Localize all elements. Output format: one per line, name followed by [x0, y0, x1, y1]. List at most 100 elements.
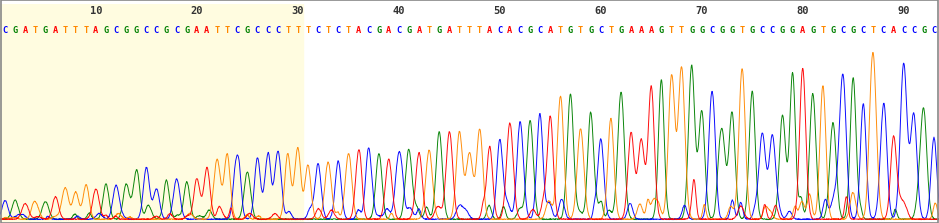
Text: G: G: [618, 26, 623, 35]
Text: G: G: [851, 26, 855, 35]
Text: G: G: [749, 26, 755, 35]
Text: C: C: [760, 26, 765, 35]
Text: T: T: [477, 26, 483, 35]
Text: T: T: [84, 26, 88, 35]
Text: A: A: [205, 26, 209, 35]
Text: G: G: [719, 26, 725, 35]
Text: T: T: [467, 26, 472, 35]
Text: A: A: [194, 26, 199, 35]
Text: T: T: [224, 26, 230, 35]
Text: C: C: [770, 26, 775, 35]
Text: 50: 50: [494, 6, 506, 16]
Text: G: G: [133, 26, 139, 35]
Text: A: A: [891, 26, 896, 35]
Bar: [0, 4, 303, 49]
Text: A: A: [23, 26, 28, 35]
Text: G: G: [124, 26, 129, 35]
Text: T: T: [558, 26, 563, 35]
Text: T: T: [608, 26, 613, 35]
Text: C: C: [144, 26, 149, 35]
Text: A: A: [649, 26, 654, 35]
Text: G: G: [780, 26, 785, 35]
Text: C: C: [861, 26, 866, 35]
Text: G: G: [790, 26, 795, 35]
Text: T: T: [305, 26, 311, 35]
Text: T: T: [285, 26, 290, 35]
Text: A: A: [356, 26, 362, 35]
Bar: [0, 49, 303, 223]
Text: 90: 90: [898, 6, 910, 16]
Text: T: T: [33, 26, 38, 35]
Text: T: T: [295, 26, 300, 35]
Text: T: T: [740, 26, 745, 35]
Text: T: T: [426, 26, 432, 35]
Text: 30: 30: [292, 6, 304, 16]
Text: C: C: [316, 26, 321, 35]
Text: T: T: [73, 26, 78, 35]
Text: C: C: [254, 26, 260, 35]
Text: C: C: [931, 26, 936, 35]
Text: C: C: [517, 26, 523, 35]
Text: G: G: [700, 26, 704, 35]
Text: C: C: [275, 26, 280, 35]
Text: C: C: [154, 26, 159, 35]
Text: C: C: [881, 26, 886, 35]
Text: C: C: [114, 26, 118, 35]
Text: T: T: [456, 26, 462, 35]
Text: 70: 70: [696, 6, 708, 16]
Text: G: G: [659, 26, 664, 35]
Text: T: T: [63, 26, 69, 35]
Text: 60: 60: [594, 6, 607, 16]
Text: C: C: [174, 26, 179, 35]
Text: G: G: [810, 26, 815, 35]
Text: T: T: [669, 26, 674, 35]
Text: 20: 20: [191, 6, 203, 16]
Text: 40: 40: [393, 6, 405, 16]
Text: C: C: [396, 26, 402, 35]
Text: A: A: [447, 26, 452, 35]
Text: G: G: [437, 26, 442, 35]
Text: G: G: [12, 26, 18, 35]
Text: C: C: [335, 26, 341, 35]
Text: G: G: [164, 26, 169, 35]
Text: A: A: [53, 26, 58, 35]
Text: G: G: [921, 26, 927, 35]
Text: A: A: [800, 26, 806, 35]
Text: A: A: [416, 26, 422, 35]
Text: T: T: [679, 26, 685, 35]
Text: A: A: [547, 26, 553, 35]
Text: 10: 10: [89, 6, 102, 16]
Text: C: C: [901, 26, 906, 35]
Text: T: T: [326, 26, 331, 35]
Text: A: A: [386, 26, 392, 35]
Text: 80: 80: [796, 6, 808, 16]
Text: G: G: [43, 26, 48, 35]
Text: T: T: [821, 26, 825, 35]
Text: G: G: [689, 26, 694, 35]
Text: T: T: [577, 26, 583, 35]
Text: G: G: [407, 26, 411, 35]
Text: A: A: [507, 26, 513, 35]
Text: G: G: [376, 26, 381, 35]
Text: G: G: [730, 26, 734, 35]
Text: C: C: [497, 26, 502, 35]
Text: C: C: [235, 26, 239, 35]
Text: A: A: [639, 26, 644, 35]
Text: T: T: [346, 26, 351, 35]
Text: A: A: [93, 26, 99, 35]
Text: G: G: [588, 26, 593, 35]
Text: C: C: [366, 26, 371, 35]
Text: G: G: [103, 26, 109, 35]
Text: G: G: [568, 26, 573, 35]
Text: G: G: [830, 26, 836, 35]
Text: C: C: [911, 26, 916, 35]
Text: C: C: [709, 26, 715, 35]
Text: C: C: [598, 26, 604, 35]
Text: T: T: [214, 26, 220, 35]
Text: A: A: [628, 26, 634, 35]
Text: G: G: [528, 26, 532, 35]
Text: T: T: [870, 26, 876, 35]
Text: A: A: [487, 26, 492, 35]
Text: C: C: [265, 26, 270, 35]
Text: C: C: [537, 26, 543, 35]
